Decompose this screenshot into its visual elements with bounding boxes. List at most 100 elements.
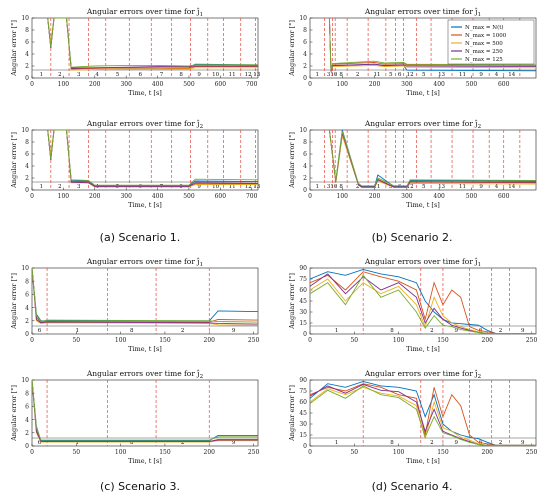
chart-title: Angular errors over time for ĵ1	[86, 7, 203, 18]
x-tick-label: 600	[498, 193, 510, 200]
series-group	[47, 18, 258, 71]
x-tick-label: 0	[30, 81, 34, 88]
segment-label: 8	[339, 72, 343, 78]
y-tick-label: 15	[299, 320, 307, 327]
series-line-yellow	[32, 380, 258, 443]
x-axis-label: Time, t [s]	[128, 457, 162, 465]
x-tick-label: 50	[350, 449, 358, 456]
x-tick-label: 150	[437, 337, 449, 344]
segment-label: 8	[130, 328, 134, 334]
legend-entry: N_max = 1000	[465, 33, 507, 39]
y-tick-label: 4	[25, 305, 29, 312]
segment-label: 3	[327, 72, 331, 78]
x-tick-label: 50	[72, 449, 80, 456]
y-tick-label: 8	[25, 390, 29, 397]
segment-label: 13	[438, 184, 445, 190]
series-line-yellow	[32, 268, 258, 326]
y-tick-label: 15	[299, 432, 307, 439]
segment-label: 8	[390, 440, 394, 446]
x-tick-label: 300	[120, 193, 132, 200]
segment-label: 1	[316, 184, 320, 190]
x-axis-label: Time, t [s]	[128, 201, 162, 209]
y-tick-label: 4	[303, 163, 307, 170]
caption-scenario-2: (b) Scenario 2.	[372, 231, 453, 244]
y-tick-label: 10	[21, 377, 29, 384]
series-group	[310, 269, 536, 334]
y-tick-label: 8	[25, 27, 29, 34]
x-axis-label: Time, t [s]	[406, 345, 440, 353]
caption-scenario-4: (d) Scenario 4.	[372, 480, 453, 493]
y-tick-label: 6	[25, 151, 29, 158]
segment-label: 13	[438, 72, 445, 78]
segment-label: 1	[75, 440, 79, 446]
series-line-orange	[310, 271, 536, 334]
segment-label: 5	[422, 184, 426, 190]
y-axis-label: Angular error [°]	[288, 385, 296, 442]
segment-label: 8	[130, 440, 134, 446]
segment-label: 9	[479, 184, 483, 190]
segment-label: 10	[330, 184, 337, 190]
segment-label: 1	[40, 72, 44, 78]
y-axis-label: Angular error [°]	[10, 20, 18, 77]
x-tick-label: 0	[30, 193, 34, 200]
y-axis-label: Angular error [°]	[10, 273, 18, 330]
segment-label: 13	[253, 184, 260, 190]
x-tick-label: 0	[30, 337, 34, 344]
x-tick-label: 700	[246, 193, 258, 200]
y-tick-label: 90	[299, 265, 307, 272]
x-tick-label: 100	[115, 337, 127, 344]
x-tick-label: 200	[89, 81, 101, 88]
chart-title: Angular errors over time for ĵ2	[364, 119, 481, 130]
x-tick-label: 600	[215, 81, 227, 88]
y-tick-label: 10	[21, 15, 29, 22]
x-tick-label: 100	[337, 81, 349, 88]
x-axis-label: Time, t [s]	[128, 89, 162, 97]
x-tick-label: 500	[466, 81, 478, 88]
x-tick-label: 200	[482, 449, 494, 456]
legend-entry: N_max = 500	[465, 41, 503, 47]
segment-label: 1	[335, 440, 339, 446]
segment-label: 9	[454, 328, 458, 334]
segment-label: 8	[179, 72, 183, 78]
segment-label: 12	[245, 184, 252, 190]
plot-area	[31, 267, 259, 335]
y-tick-label: 2	[303, 175, 307, 182]
segment-label: 5	[422, 72, 426, 78]
segment-label: 11	[459, 72, 466, 78]
segment-label: 1	[75, 328, 79, 334]
segment-label: 1	[316, 72, 320, 78]
x-tick-label: 0	[308, 81, 312, 88]
y-tick-label: 2	[25, 430, 29, 437]
segment-label: 2	[181, 328, 185, 334]
x-tick-label: 200	[204, 449, 216, 456]
y-axis-label: Angular error [°]	[10, 385, 18, 442]
y-tick-label: 30	[299, 421, 307, 428]
segment-label: 7	[160, 72, 164, 78]
segment-label: 1	[40, 184, 44, 190]
x-tick-label: 500	[466, 193, 478, 200]
segment-label: 10	[212, 184, 219, 190]
y-tick-label: 8	[303, 27, 307, 34]
x-tick-label: 500	[183, 81, 195, 88]
series-line-yellow	[310, 278, 536, 334]
legend-box	[447, 19, 535, 65]
series-group	[310, 381, 536, 446]
series-line-blue	[310, 269, 536, 334]
segment-label: 1	[335, 328, 339, 334]
legend-entry: N_max = 125	[465, 57, 503, 63]
x-tick-label: 200	[89, 193, 101, 200]
x-tick-label: 250	[248, 337, 260, 344]
segment-label: 13	[253, 72, 260, 78]
series-line-purple	[328, 18, 536, 72]
y-tick-label: 8	[303, 139, 307, 146]
segment-label: 12	[407, 184, 414, 190]
plot-area	[31, 379, 259, 447]
y-tick-label: 6	[303, 39, 307, 46]
series-line-green	[328, 18, 536, 71]
chart-title: Angular errors over time for ĵ1	[86, 257, 203, 268]
series-line-green	[310, 385, 536, 446]
